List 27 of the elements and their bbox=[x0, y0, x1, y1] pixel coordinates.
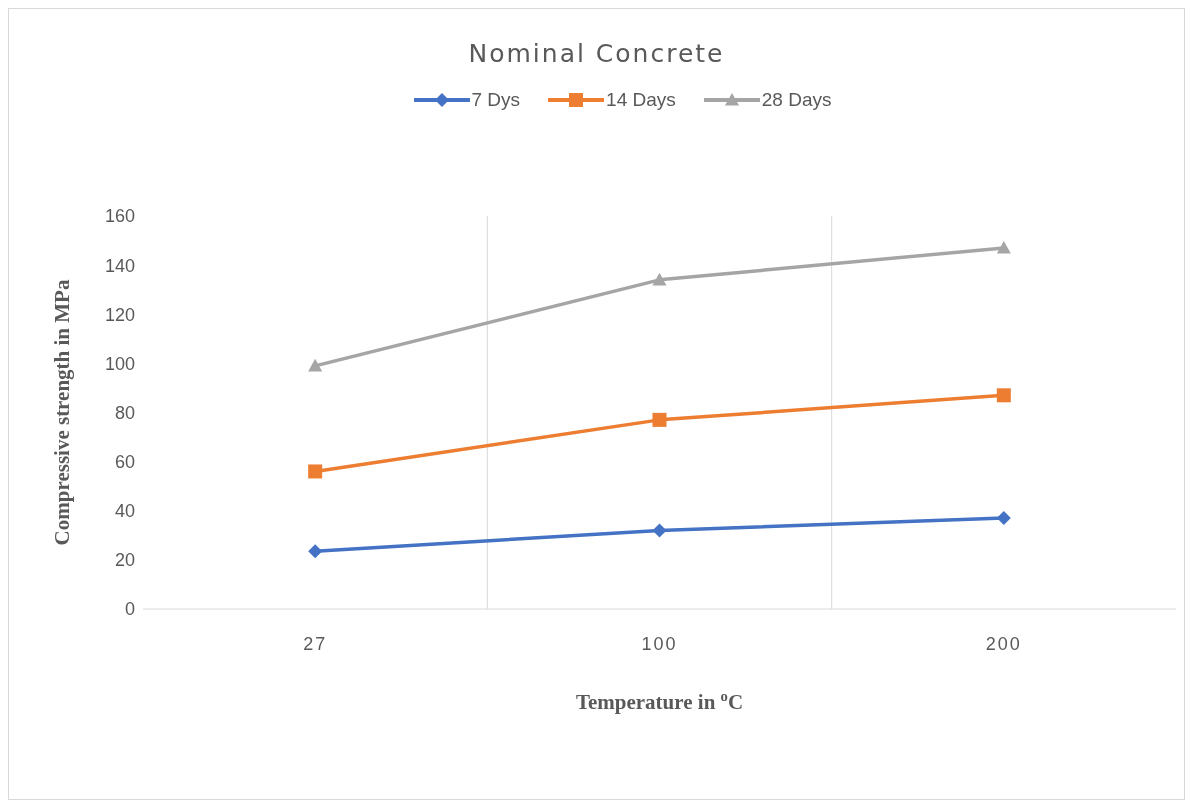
point bbox=[996, 240, 1011, 254]
x-axis-title: Temperature in $^{o}$C bbox=[575, 688, 744, 714]
y-tick-label: 140 bbox=[104, 255, 135, 276]
x-tick-label: 200 bbox=[985, 633, 1022, 654]
y-tick-label: 40 bbox=[114, 501, 135, 522]
legend-label: 14 Days bbox=[606, 89, 676, 111]
y-tick-label: 60 bbox=[114, 452, 135, 473]
point bbox=[652, 272, 667, 286]
x-tick-label: 27 bbox=[303, 633, 328, 654]
point bbox=[652, 412, 667, 427]
y-tick-label: 120 bbox=[104, 304, 135, 325]
point bbox=[996, 511, 1011, 526]
y-tick-label: 0 bbox=[124, 599, 135, 620]
point bbox=[996, 388, 1011, 403]
y-tick-label: 20 bbox=[114, 550, 135, 571]
point bbox=[308, 544, 323, 559]
y-tick-label: 100 bbox=[104, 353, 135, 374]
point bbox=[652, 523, 667, 538]
y-tick-label: 80 bbox=[114, 402, 135, 423]
legend-label: 28 Days bbox=[761, 89, 832, 111]
y-tick-label: 160 bbox=[104, 206, 135, 227]
chart-title: Nominal Concrete bbox=[467, 39, 726, 68]
point bbox=[308, 464, 323, 479]
legend-label: 7 Dys bbox=[471, 89, 521, 111]
point bbox=[308, 358, 323, 372]
y-axis-title: Compressive strength in MPa bbox=[50, 279, 74, 546]
x-tick-label: 100 bbox=[641, 633, 678, 654]
